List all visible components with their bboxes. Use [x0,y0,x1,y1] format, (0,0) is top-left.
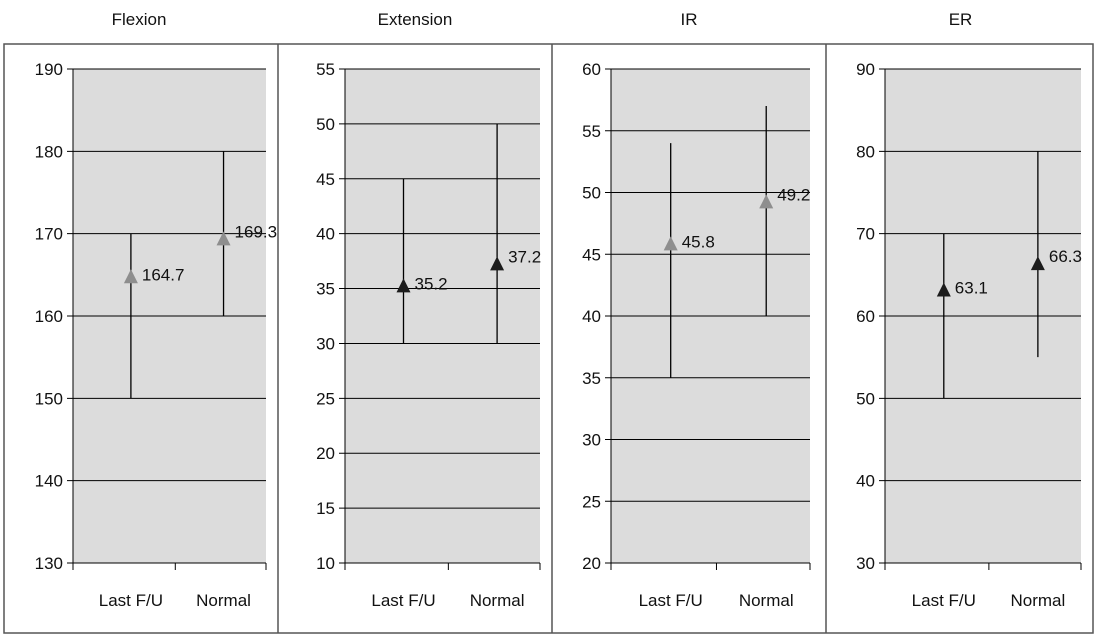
data-marker-extension [490,256,505,271]
data-marker-er [936,282,951,297]
x-tick-label-extension: Last F/U [371,591,435,610]
y-tick-label-extension: 30 [316,334,335,353]
y-tick-label-er: 30 [856,554,875,573]
panel-title-extension: Extension [377,10,453,29]
y-tick-label-flexion: 160 [35,307,63,326]
data-label-extension: 35.2 [415,274,448,293]
panel-title-flexion: Flexion [111,10,167,29]
data-label-er: 63.1 [955,278,988,297]
panel-title-ir: IR [680,10,698,29]
y-tick-label-ir: 20 [582,554,601,573]
y-tick-label-ir: 25 [582,492,601,511]
figure-frame [3,43,1094,634]
y-tick-label-ir: 40 [582,307,601,326]
data-label-flexion: 169.3 [235,222,278,241]
y-tick-label-extension: 15 [316,499,335,518]
data-label-ir: 45.8 [682,232,715,251]
data-label-flexion: 164.7 [142,265,185,284]
y-tick-label-flexion: 190 [35,60,63,79]
y-tick-label-extension: 10 [316,554,335,573]
y-tick-label-ir: 30 [582,431,601,450]
y-tick-label-ir: 60 [582,60,601,79]
y-tick-label-extension: 25 [316,389,335,408]
data-marker-flexion [123,269,138,284]
y-tick-label-er: 80 [856,142,875,161]
y-tick-label-flexion: 140 [35,472,63,491]
y-tick-label-extension: 20 [316,444,335,463]
y-tick-label-ir: 35 [582,369,601,388]
data-label-ir: 49.2 [777,185,810,204]
y-tick-label-er: 70 [856,225,875,244]
plot-area-extension [345,69,540,563]
y-tick-label-ir: 50 [582,184,601,203]
x-tick-label-flexion: Last F/U [99,591,163,610]
y-tick-label-er: 40 [856,472,875,491]
y-tick-label-flexion: 180 [35,142,63,161]
x-tick-label-er: Last F/U [912,591,976,610]
data-label-extension: 37.2 [508,247,541,266]
y-tick-label-er: 90 [856,60,875,79]
y-tick-label-flexion: 130 [35,554,63,573]
x-tick-label-ir: Last F/U [639,591,703,610]
y-tick-label-flexion: 170 [35,225,63,244]
x-tick-label-ir: Normal [739,591,794,610]
x-tick-label-er: Normal [1010,591,1065,610]
y-tick-label-extension: 50 [316,115,335,134]
data-marker-extension [396,278,411,293]
data-marker-flexion [216,231,231,246]
x-tick-label-flexion: Normal [196,591,251,610]
y-tick-label-ir: 45 [582,245,601,264]
data-marker-ir [663,236,678,251]
y-tick-label-ir: 55 [582,122,601,141]
y-tick-label-er: 50 [856,389,875,408]
y-tick-label-er: 60 [856,307,875,326]
y-tick-label-extension: 40 [316,225,335,244]
y-tick-label-extension: 35 [316,280,335,299]
data-marker-ir [759,194,774,209]
y-tick-label-extension: 45 [316,170,335,189]
panel-title-er: ER [948,10,973,29]
data-marker-er [1030,256,1045,271]
y-tick-label-extension: 55 [316,60,335,79]
y-tick-label-flexion: 150 [35,389,63,408]
x-tick-label-extension: Normal [470,591,525,610]
data-label-er: 66.3 [1049,247,1082,266]
